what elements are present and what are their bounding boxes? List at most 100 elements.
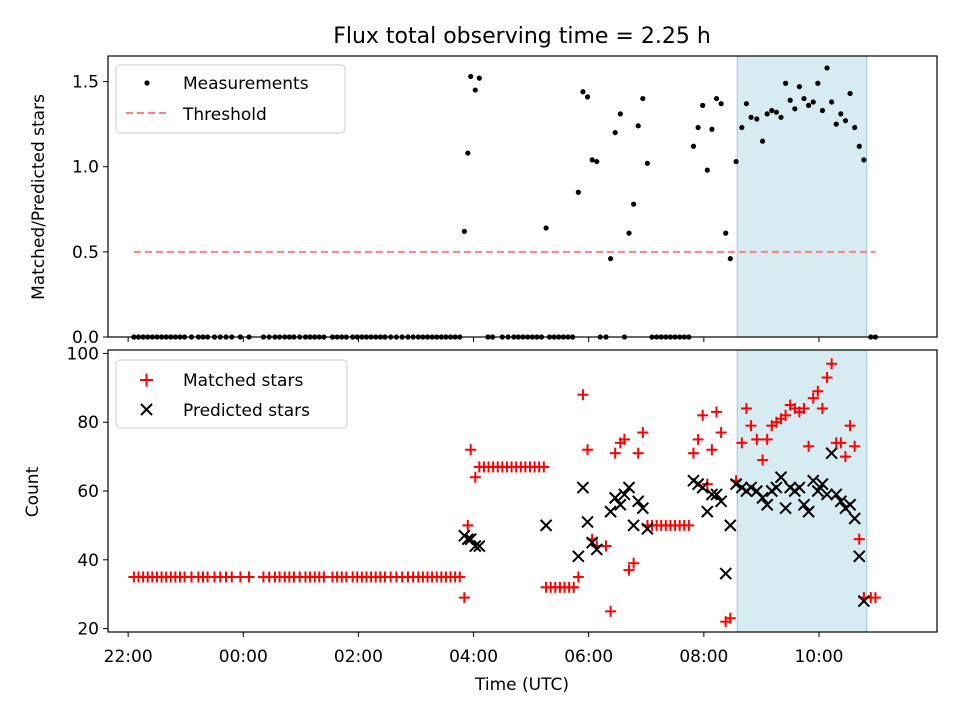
predicted-star-stroke xyxy=(816,477,829,491)
measurement-point xyxy=(690,143,697,149)
predicted-star-stroke xyxy=(627,519,640,532)
matched-star-point xyxy=(869,592,881,604)
predicted-star-stroke xyxy=(705,488,719,501)
measurement-point xyxy=(594,158,600,165)
predicted-star-stroke xyxy=(750,484,764,498)
measurement-point xyxy=(787,97,793,103)
predicted-star-stroke xyxy=(830,488,843,501)
measurement-point xyxy=(584,94,591,100)
predicted-star-stroke xyxy=(576,481,590,494)
top-panel-highlight-span xyxy=(737,56,867,337)
predicted-star-stroke xyxy=(473,539,486,553)
matched-star-point xyxy=(572,571,584,583)
matched-star-point xyxy=(697,409,709,421)
matched-star-point xyxy=(807,392,819,404)
predicted-star-stroke xyxy=(714,495,728,508)
predicted-star-stroke xyxy=(604,505,617,518)
measurement-point xyxy=(733,158,739,165)
predicted-star-point xyxy=(756,491,769,505)
matched-star-point xyxy=(469,471,481,483)
measurement-point xyxy=(801,95,807,102)
predicted-star-stroke xyxy=(461,532,475,546)
predicted-star-point xyxy=(627,519,640,532)
top-panel-legend: Measurements Threshold xyxy=(115,64,346,134)
x-tick-label: 04:00 xyxy=(449,647,498,667)
matched-star-point xyxy=(724,612,736,624)
predicted-star-stroke xyxy=(774,471,788,484)
measurement-point xyxy=(829,99,835,105)
measurement-point xyxy=(796,84,803,90)
measurement-point xyxy=(704,167,710,173)
predicted-star-point xyxy=(696,481,709,494)
measurement-point xyxy=(764,111,770,117)
matched-star-point xyxy=(687,447,699,459)
predicted-star-point xyxy=(797,498,811,511)
y-tick-label: 1.0 xyxy=(72,158,99,178)
measurement-point xyxy=(607,256,614,262)
matched-star-point xyxy=(761,433,773,445)
predicted-star-point xyxy=(760,498,774,511)
x-tick-label: 08:00 xyxy=(679,647,728,667)
top-ratio-panel: 0.0 0.5 1.0 1.5 Matched/Predicted stars Mea… xyxy=(29,55,938,348)
matched-star-point xyxy=(577,389,589,401)
top-panel-ticks: 0.0 0.5 1.0 1.5 xyxy=(72,56,868,348)
predicted-star-point xyxy=(848,512,861,525)
x-axis-label: Time (UTC) xyxy=(474,675,569,695)
matched-star-point xyxy=(609,447,621,459)
measurement-point xyxy=(644,160,651,166)
matched-star-point xyxy=(751,433,763,445)
predicted-star-point xyxy=(830,488,843,501)
measurement-point xyxy=(739,124,745,131)
predicted-star-stroke xyxy=(820,488,834,501)
predicted-star-point xyxy=(590,543,603,556)
predicted-star-point xyxy=(705,488,719,501)
predicted-star-stroke xyxy=(719,567,732,580)
x-tick-label: 10:00 xyxy=(794,647,843,667)
matched-star-point xyxy=(826,358,838,370)
predicted-star-stroke xyxy=(802,505,815,518)
matched-star-point xyxy=(623,564,635,576)
bottom-count-panel: 20 40 60 80 100 22:00 00:00 02:00 04:00 06:00 08:0… xyxy=(23,344,938,695)
predicted-star-point xyxy=(802,505,815,518)
predicted-star-stroke xyxy=(622,481,636,494)
predicted-star-point xyxy=(825,446,838,460)
bottom-legend-box xyxy=(115,359,348,429)
measurement-point xyxy=(782,80,789,86)
predicted-star-point xyxy=(770,481,783,494)
matched-star-point xyxy=(816,402,828,414)
legend-predicted-label: Predicted stars xyxy=(183,401,310,421)
predicted-star-point xyxy=(834,495,848,508)
predicted-star-point xyxy=(636,501,650,515)
matched-star-point xyxy=(618,433,630,445)
measurement-point xyxy=(589,157,595,163)
matched-star-point xyxy=(706,444,718,456)
predicted-star-stroke xyxy=(618,488,631,501)
predicted-star-point xyxy=(701,505,714,518)
measurement-point xyxy=(468,73,474,80)
predicted-star-stroke xyxy=(834,495,848,508)
measurement-point xyxy=(838,111,844,117)
matched-star-point xyxy=(835,437,847,449)
top-legend-box xyxy=(115,64,346,134)
predicted-star-point xyxy=(843,498,857,511)
predicted-star-point xyxy=(539,519,553,532)
measurement-point xyxy=(819,107,826,114)
measurement-point xyxy=(856,143,862,149)
matched-star-point xyxy=(582,444,594,456)
predicted-star-point xyxy=(576,481,590,494)
bottom-panel-y-axis-label: Count xyxy=(23,466,43,517)
predicted-star-stroke xyxy=(614,498,627,511)
matched-star-point xyxy=(637,427,649,439)
top-panel-y-axis-label: Matched/Predicted stars xyxy=(29,94,49,300)
matched-star-point xyxy=(812,385,824,397)
legend-predicted-marker xyxy=(140,403,153,416)
bottom-panel-legend: Matched stars Predicted stars xyxy=(115,359,348,429)
predicted-star-point xyxy=(729,477,743,491)
matched-star-point xyxy=(715,427,727,439)
measurement-point xyxy=(640,95,646,102)
predicted-star-stroke xyxy=(696,481,709,494)
measurement-point xyxy=(824,65,830,71)
predicted-star-stroke xyxy=(608,491,622,505)
measurement-point xyxy=(806,102,812,108)
